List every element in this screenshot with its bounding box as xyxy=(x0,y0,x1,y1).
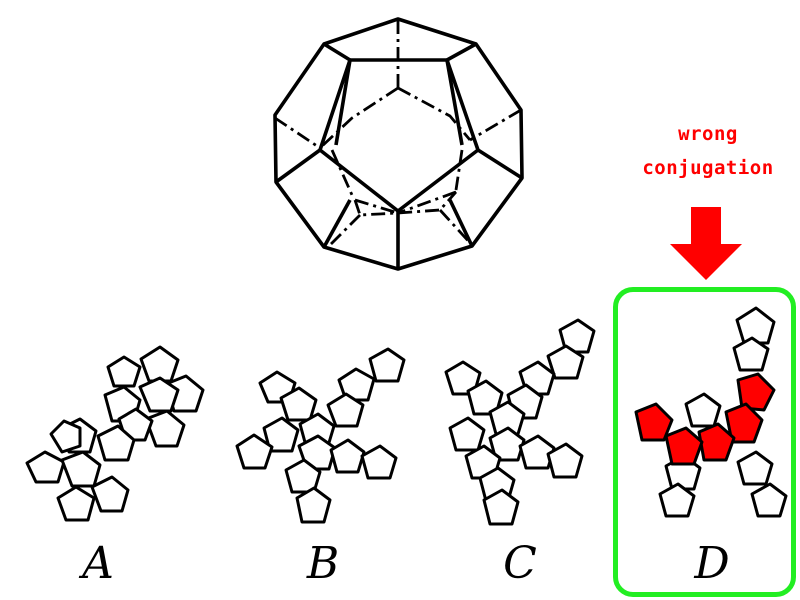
option-d-label: D xyxy=(694,538,730,589)
answer-d-highlight-box xyxy=(613,287,796,597)
net-b xyxy=(235,347,406,524)
dodecahedron-hidden-edges xyxy=(274,20,522,246)
option-a-label: A xyxy=(82,538,114,589)
option-b-label: B xyxy=(306,538,340,589)
net-a xyxy=(25,345,205,522)
annotation-line-2: conjugation xyxy=(642,157,774,179)
option-c-label: C xyxy=(503,538,537,589)
dodecahedron xyxy=(273,17,524,271)
red-arrow-icon xyxy=(670,207,742,280)
annotation-line-1: wrong xyxy=(678,123,738,145)
net-d-wrong-conjugation xyxy=(634,372,776,466)
dodecahedron-front-face xyxy=(318,58,480,213)
net-c xyxy=(444,318,596,526)
